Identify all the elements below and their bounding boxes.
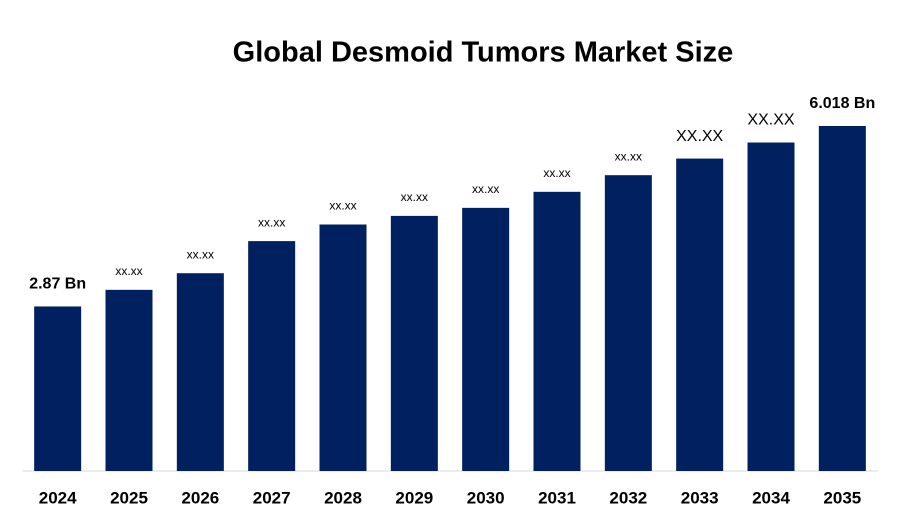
x-tick-label: 2034 (752, 488, 790, 507)
bar (105, 289, 153, 471)
x-tick-label: 2035 (823, 488, 861, 507)
bar (818, 126, 866, 471)
bar (676, 158, 724, 471)
bar (747, 142, 795, 471)
x-tick-label: 2030 (467, 488, 505, 507)
value-label: xx.xx (187, 247, 214, 261)
x-tick-label: 2029 (395, 488, 433, 507)
bar (248, 241, 296, 471)
x-tick-label: 2032 (609, 488, 647, 507)
value-label: 2.87 Bn (29, 276, 86, 293)
bar (34, 306, 82, 471)
value-label: 6.018 Bn (809, 95, 875, 112)
value-label: xx.xx (329, 199, 356, 213)
value-label: xx.xx (543, 166, 570, 180)
x-tick-label: 2033 (681, 488, 719, 507)
x-tick-label: 2027 (253, 488, 291, 507)
x-tick-label: 2025 (110, 488, 148, 507)
value-label: xx.xx (401, 190, 428, 204)
value-label: xx.xx (115, 264, 142, 278)
value-label: xx.xx (472, 182, 499, 196)
bar (176, 273, 224, 471)
bar (390, 215, 438, 471)
bar (604, 175, 652, 471)
bar (319, 224, 367, 471)
value-label: xx.xx (258, 215, 285, 229)
bar (533, 191, 581, 471)
x-tick-label: 2024 (39, 488, 77, 507)
x-tick-label: 2031 (538, 488, 576, 507)
value-label: XX.XX (747, 112, 794, 129)
value-label: xx.xx (615, 149, 642, 163)
x-tick-label: 2028 (324, 488, 362, 507)
x-tick-label: 2026 (181, 488, 219, 507)
value-label: XX.XX (676, 128, 723, 145)
bar (462, 207, 510, 471)
chart-title: Global Desmoid Tumors Market Size (233, 37, 734, 69)
